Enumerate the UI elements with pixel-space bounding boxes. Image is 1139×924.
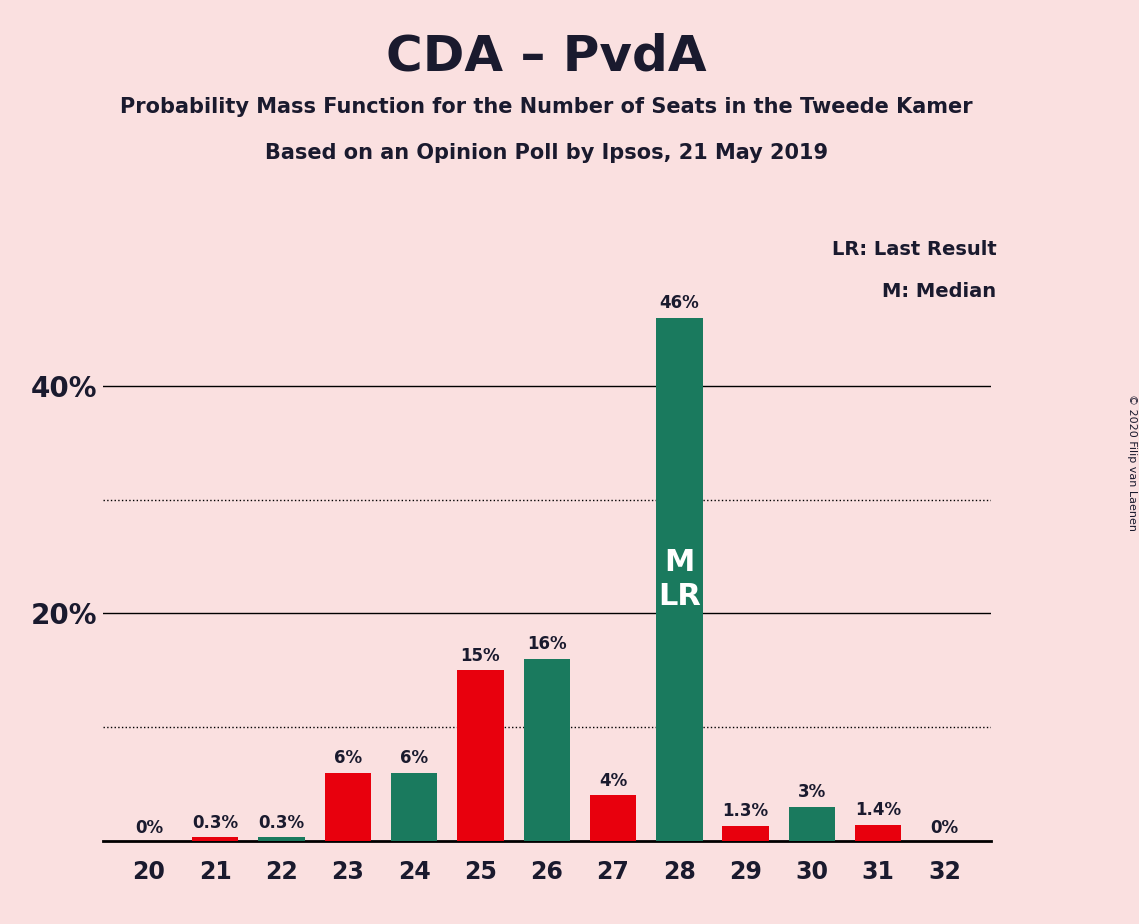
Text: 16%: 16% bbox=[527, 635, 566, 653]
Bar bbox=[259, 837, 305, 841]
Text: 1.3%: 1.3% bbox=[722, 802, 769, 821]
Text: Probability Mass Function for the Number of Seats in the Tweede Kamer: Probability Mass Function for the Number… bbox=[121, 97, 973, 117]
Text: LR: Last Result: LR: Last Result bbox=[831, 240, 997, 260]
Bar bbox=[722, 826, 769, 841]
Text: 6%: 6% bbox=[334, 749, 362, 767]
Bar bbox=[192, 837, 238, 841]
Text: 6%: 6% bbox=[400, 749, 428, 767]
Text: 0.3%: 0.3% bbox=[192, 814, 238, 832]
Text: 0%: 0% bbox=[134, 820, 163, 837]
Bar bbox=[788, 807, 835, 841]
Text: 15%: 15% bbox=[460, 647, 500, 664]
Bar bbox=[590, 796, 637, 841]
Bar bbox=[855, 825, 901, 841]
Text: 3%: 3% bbox=[797, 783, 826, 801]
Text: M: Median: M: Median bbox=[883, 282, 997, 301]
Text: © 2020 Filip van Laenen: © 2020 Filip van Laenen bbox=[1126, 394, 1137, 530]
Bar bbox=[457, 670, 503, 841]
Text: M
LR: M LR bbox=[658, 548, 700, 611]
Bar bbox=[656, 318, 703, 841]
Text: CDA – PvdA: CDA – PvdA bbox=[386, 32, 707, 80]
Bar bbox=[391, 772, 437, 841]
Text: 46%: 46% bbox=[659, 294, 699, 312]
Bar bbox=[325, 772, 371, 841]
Text: 0.3%: 0.3% bbox=[259, 814, 304, 832]
Text: Based on an Opinion Poll by Ipsos, 21 May 2019: Based on an Opinion Poll by Ipsos, 21 Ma… bbox=[265, 143, 828, 164]
Text: 0%: 0% bbox=[931, 820, 959, 837]
Text: 4%: 4% bbox=[599, 772, 628, 790]
Text: 1.4%: 1.4% bbox=[855, 801, 901, 820]
Bar bbox=[524, 659, 570, 841]
